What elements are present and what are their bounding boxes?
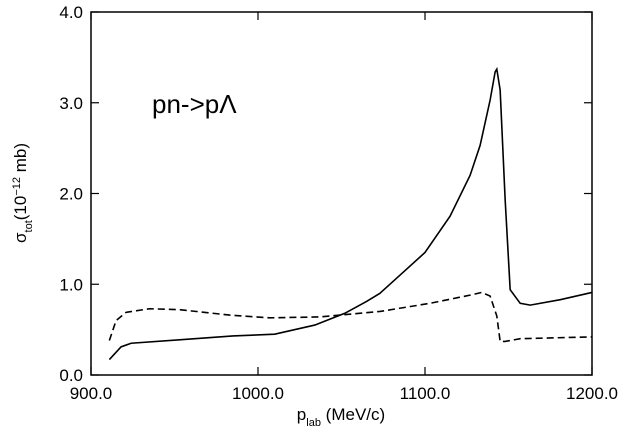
plot-frame [90,11,593,376]
x-tick-label: 1200.0 [566,384,618,403]
x-tick-label: 1100.0 [400,384,451,403]
label-part: lab [306,417,321,429]
annotation: pn->pΛ [152,89,237,119]
y-axis-label: σtot(10−12 mb) [11,143,35,243]
label-part: mb) [11,143,30,177]
data-line [108,66,593,361]
y-tick-label: 2.0 [59,185,83,204]
y-tick-label: 1.0 [59,275,83,294]
y-tick-label: 4.0 [59,3,83,22]
x-tick-label: 1000.0 [232,384,284,403]
label-part: (10 [11,196,30,221]
label-part: σ [11,232,30,243]
label-part: (MeV/c) [321,405,385,424]
label-part: p [297,405,306,424]
y-tick-label: 3.0 [59,94,83,113]
x-axis-label: plab (MeV/c) [297,405,385,429]
label-part: −12 [11,177,23,196]
data-line [108,291,593,343]
x-tick-label: 900.0 [70,384,113,403]
y-tick-label: 0.0 [59,366,83,385]
label-part: tot [23,220,35,232]
